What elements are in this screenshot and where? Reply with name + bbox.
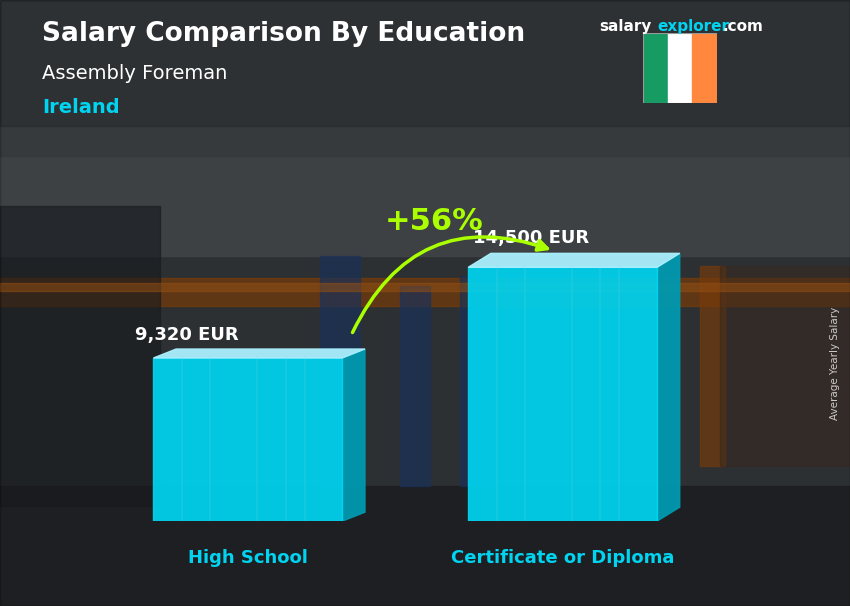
Text: 14,500 EUR: 14,500 EUR xyxy=(473,229,589,247)
Bar xyxy=(667,33,693,103)
Bar xyxy=(0,206,160,506)
Text: Assembly Foreman: Assembly Foreman xyxy=(42,64,228,82)
Text: High School: High School xyxy=(188,549,308,567)
Text: explorer: explorer xyxy=(657,19,729,35)
Bar xyxy=(0,486,850,606)
Text: .com: .com xyxy=(722,19,763,35)
Text: Ireland: Ireland xyxy=(42,98,120,117)
Bar xyxy=(0,0,850,126)
Text: +56%: +56% xyxy=(385,207,484,236)
Polygon shape xyxy=(468,253,680,267)
Bar xyxy=(460,276,495,486)
Bar xyxy=(154,358,343,521)
Bar xyxy=(643,33,667,103)
Bar xyxy=(0,283,850,291)
Bar xyxy=(0,0,850,256)
Bar xyxy=(693,33,717,103)
Bar xyxy=(0,278,850,306)
Text: salary: salary xyxy=(599,19,652,35)
Text: 9,320 EUR: 9,320 EUR xyxy=(135,326,239,344)
Polygon shape xyxy=(154,349,365,358)
Polygon shape xyxy=(657,253,680,521)
Polygon shape xyxy=(343,349,365,521)
Bar xyxy=(700,266,725,466)
Bar xyxy=(720,266,850,466)
Bar xyxy=(400,286,430,486)
Text: Salary Comparison By Education: Salary Comparison By Education xyxy=(42,21,525,47)
Bar xyxy=(320,256,360,486)
Text: Certificate or Diploma: Certificate or Diploma xyxy=(451,549,674,567)
Bar xyxy=(468,267,657,521)
Bar xyxy=(0,0,850,156)
Text: Average Yearly Salary: Average Yearly Salary xyxy=(830,307,840,420)
